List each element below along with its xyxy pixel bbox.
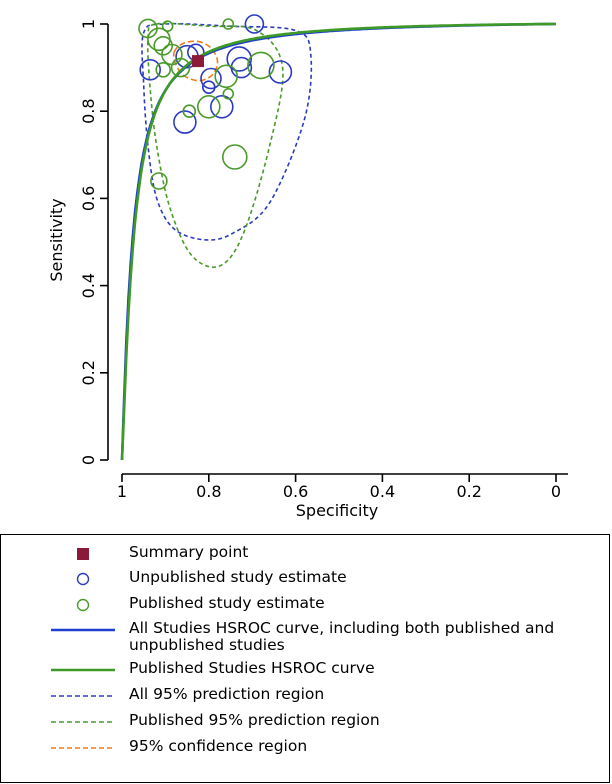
- legend-label: Published Studies HSROC curve: [129, 660, 569, 677]
- axes: 0 0.2 0.4 0.6 0.8 1 1 0.8 0.6 0.4 0.2 0: [79, 19, 568, 501]
- x-tick-label-5: 0: [551, 482, 561, 501]
- plot-area: [122, 15, 556, 460]
- summary-point: [192, 55, 204, 67]
- y-tick-label-4: 0.8: [79, 98, 98, 123]
- legend-symbol-circle: [51, 594, 115, 616]
- x-tick-label-0: 1: [117, 482, 127, 501]
- legend-item-all-95-prediction-region: All 95% prediction region: [1, 685, 601, 707]
- x-tick-label-4: 0.2: [456, 482, 481, 501]
- legend-symbol-square: [51, 543, 115, 565]
- published-study-estimate-point-6: [156, 63, 170, 77]
- x-tick-label-2: 0.6: [283, 482, 308, 501]
- published-study-estimate-point-8: [215, 65, 237, 87]
- legend-item-95-confidence-region: 95% confidence region: [1, 737, 601, 759]
- legend-label: All Studies HSROC curve, including both …: [129, 620, 569, 654]
- legend-label: Summary point: [129, 544, 569, 561]
- y-tick-label-3: 0.6: [79, 186, 98, 211]
- published-study-estimate-point-13: [223, 145, 247, 169]
- x-axis-label: Specificity: [296, 501, 378, 520]
- legend-item-summary-point: Summary point: [1, 543, 601, 565]
- unpublished-study-estimate-point-9: [203, 81, 215, 93]
- published-study-estimate-point-3: [148, 28, 170, 50]
- legend-item-all-studies-hsroc-curve-including-both-p: All Studies HSROC curve, including both …: [1, 619, 601, 641]
- unpublished-study-estimate-point-11: [201, 69, 221, 89]
- published-study-estimate-point-14: [151, 173, 167, 189]
- published-study-estimate-point-12: [223, 19, 233, 29]
- y-tick-label-1: 0.2: [79, 360, 98, 385]
- y-tick-label-2: 0.4: [79, 273, 98, 298]
- legend-symbol-dash: [51, 685, 115, 707]
- legend-label: Unpublished study estimate: [129, 569, 569, 586]
- published-studies-hsroc-curve-line: [122, 24, 556, 460]
- y-tick-label-0: 0: [79, 455, 98, 465]
- legend-item-published-studies-hsroc-curve: Published Studies HSROC curve: [1, 659, 601, 681]
- legend-symbol-dash: [51, 737, 115, 759]
- legend-item-unpublished-study-estimate: Unpublished study estimate: [1, 568, 601, 590]
- legend-label: 95% confidence region: [129, 738, 569, 755]
- legend-label: Published study estimate: [129, 595, 569, 612]
- published-study-estimate-point-4: [154, 37, 172, 55]
- legend-item-published-study-estimate: Published study estimate: [1, 594, 601, 616]
- y-tick-label-5: 1: [79, 19, 98, 29]
- published-95-prediction-region-line: [148, 23, 283, 267]
- y-axis-label: Sensitivity: [47, 198, 66, 281]
- published-study-estimate-point-10: [198, 96, 220, 118]
- x-tick-label-1: 0.8: [196, 482, 221, 501]
- legend-label: Published 95% prediction region: [129, 712, 569, 729]
- legend-symbol-circle: [51, 568, 115, 590]
- legend: Summary point Unpublished study estimate P…: [0, 534, 610, 783]
- legend-item-published-95-prediction-region: Published 95% prediction region: [1, 711, 601, 733]
- legend-label: All 95% prediction region: [129, 686, 569, 703]
- unpublished-study-estimate-point-2: [140, 60, 160, 80]
- legend-symbol-dash: [51, 711, 115, 733]
- all-95-prediction-region-line: [142, 24, 311, 240]
- legend-symbol-line: [51, 619, 115, 641]
- all-studies-hsroc-curve-line: [122, 24, 556, 460]
- sroc-chart: 0 0.2 0.4 0.6 0.8 1 1 0.8 0.6 0.4 0.2 0 Specificity…: [0, 0, 612, 530]
- x-tick-label-3: 0.4: [370, 482, 395, 501]
- legend-symbol-line: [51, 659, 115, 681]
